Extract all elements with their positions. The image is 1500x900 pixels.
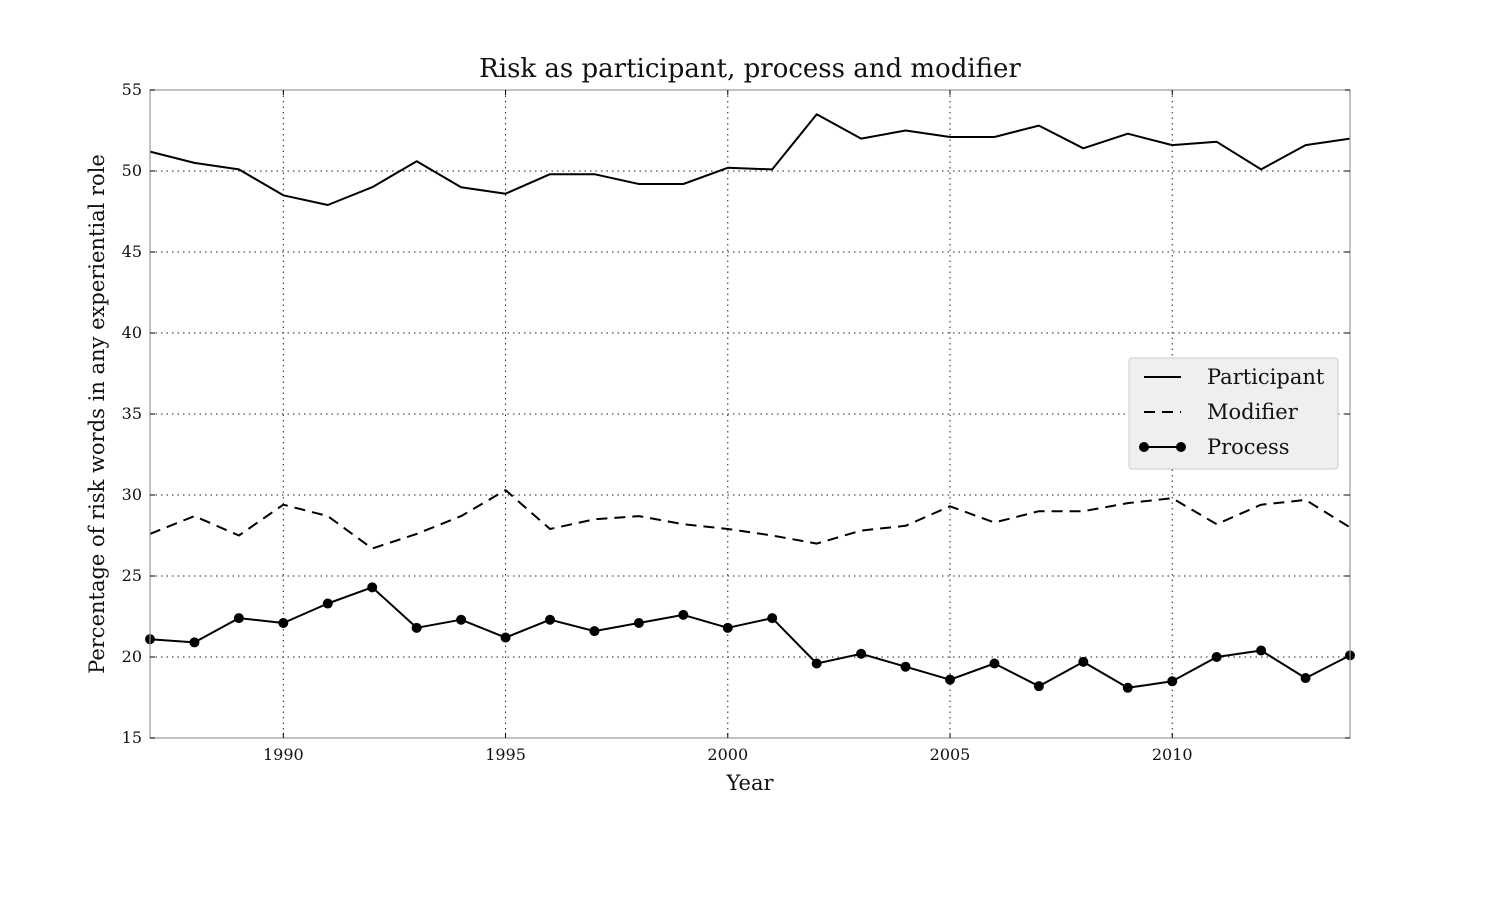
chart-title: Risk as participant, process and modifie… [479,54,1021,84]
legend-marker [1176,442,1186,452]
legend-marker [1139,442,1149,452]
series-process [145,582,1355,693]
x-tick-label: 2010 [1152,745,1193,764]
series-line-modifier [149,489,1351,550]
data-point-process [189,637,200,648]
y-tick-label: 45 [122,242,142,261]
data-point-process [278,617,289,628]
legend-label: Process [1207,435,1290,459]
series-participant [149,113,1351,206]
data-point-process [722,622,733,633]
y-tick-label: 25 [122,566,142,585]
data-point-process [767,613,778,624]
x-tick-label: 2005 [930,745,971,764]
legend-label: Participant [1207,365,1325,389]
y-tick-label: 35 [122,404,142,423]
data-point-process [500,632,511,643]
data-point-process [1256,645,1267,656]
y-tick-label: 30 [122,485,142,504]
x-tick-label: 1990 [263,745,304,764]
data-point-process [545,614,555,625]
data-point-process [1300,673,1311,684]
legend-box [1128,357,1339,470]
data-point-process [900,661,911,672]
x-tick-label: 1995 [485,745,526,764]
series-line-participant [149,113,1351,206]
legend-item-modifier: Modifier [1144,400,1299,424]
y-axis-title: Percentage of risk words in any experien… [85,154,109,674]
x-tick-label: 2000 [707,745,748,764]
axis-tick-labels: 1990 1995 2000 2005 2010 15 20 25 30 35 40 45 50 55 [122,80,1193,764]
data-point-process [1122,682,1133,693]
data-point-process [633,617,644,628]
legend-label: Modifier [1207,400,1299,424]
legend-item-process: Process [1139,435,1290,459]
data-point-process [233,613,244,624]
data-point-process [1033,681,1044,692]
y-tick-label: 40 [122,323,142,342]
x-axis-title: Year [725,771,774,795]
data-point-process [945,674,955,685]
plot-series [145,113,1355,693]
data-point-process [589,626,600,637]
data-point-process [1078,656,1089,667]
series-line-process [149,586,1351,689]
data-point-process [322,598,333,609]
data-point-process [1167,676,1178,687]
axis-ticks [150,89,1350,739]
data-point-process [456,614,467,625]
data-point-process [856,648,867,659]
data-point-process [367,582,378,593]
data-point-process [811,658,822,669]
series-modifier [149,489,1351,550]
y-tick-label: 15 [122,728,142,747]
data-point-process [411,622,422,633]
y-tick-label: 55 [122,80,142,99]
legend-item-participant: Participant [1144,365,1325,389]
data-point-process [678,609,689,620]
data-point-process [989,658,1000,669]
y-tick-label: 50 [122,161,142,180]
legend: Participant Modifier Process [1128,357,1339,470]
data-point-process [1211,652,1222,662]
y-tick-label: 20 [122,647,142,666]
